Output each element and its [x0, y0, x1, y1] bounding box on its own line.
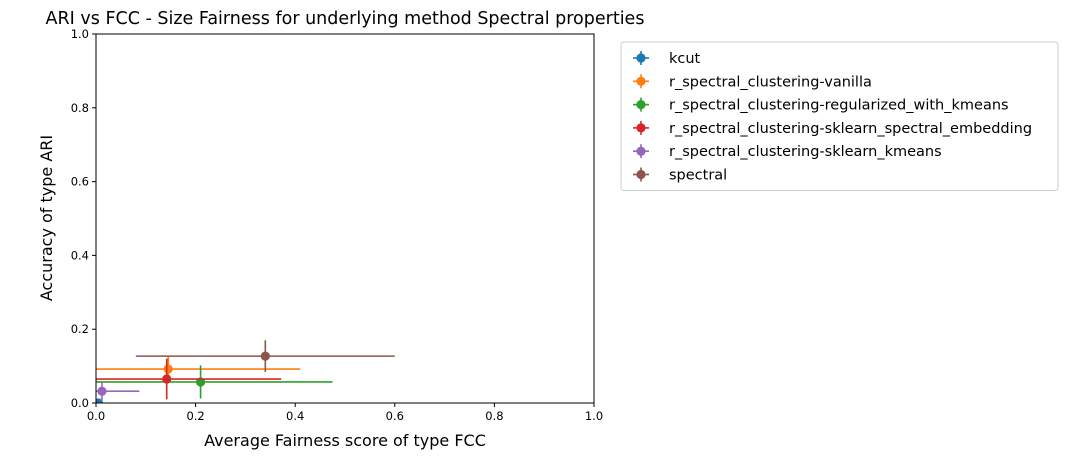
chart-title: ARI vs FCC - Size Fairness for underlyin… [46, 9, 645, 29]
x-tick-label: 0.8 [485, 409, 503, 423]
x-tick-label: 0.6 [386, 409, 404, 423]
y-axis-label: Accuracy of type ARI [37, 135, 56, 301]
legend-marker [636, 100, 646, 110]
series-layer [96, 340, 395, 403]
x-tick-label: 0.0 [87, 409, 105, 423]
data-point [260, 351, 270, 361]
y-tick-label: 0.6 [71, 175, 89, 189]
series-5 [135, 340, 395, 373]
legend-marker [636, 146, 646, 156]
legend-label: spectral [669, 168, 727, 184]
x-tick-label: 0.2 [186, 409, 204, 423]
legend-item: r_spectral_clustering-regularized_with_k… [633, 97, 1009, 114]
plot-frame [95, 33, 595, 404]
data-point [163, 364, 173, 374]
axes-layer: 0.0 0.2 0.4 0.6 0.8 1.0 0.0 0.2 0.4 0.6 0.8 1.0 [71, 27, 603, 423]
x-axis-label: Average Fairness score of type FCC [204, 431, 486, 450]
legend: kcut r_spectral_clustering-vanilla r_spect… [620, 41, 1059, 191]
legend-frame [620, 41, 1059, 191]
legend-marker [636, 169, 646, 180]
x-tick-label: 1.0 [585, 409, 603, 423]
legend-marker [636, 53, 646, 63]
series-3 [96, 358, 282, 400]
series-4 [96, 381, 140, 401]
legend-label: r_spectral_clustering-sklearn_spectral_e… [669, 121, 1032, 137]
data-point [97, 386, 107, 396]
y-tick-label: 0.2 [71, 322, 89, 336]
y-tick-label: 0.0 [71, 396, 89, 410]
legend-item: r_spectral_clustering-sklearn_spectral_e… [633, 121, 1032, 137]
series-2 [96, 365, 333, 399]
plot-area [96, 340, 395, 403]
legend-marker [636, 76, 646, 86]
legend-label: r_spectral_clustering-sklearn_kmeans [669, 144, 942, 160]
y-tick-label: 1.0 [71, 27, 89, 41]
legend-label: kcut [669, 51, 701, 67]
data-point [162, 374, 172, 384]
legend-label: r_spectral_clustering-vanilla [669, 74, 872, 90]
y-tick-label: 0.8 [71, 101, 89, 115]
legend-item: r_spectral_clustering-sklearn_kmeans [633, 144, 942, 160]
legend-marker [636, 123, 646, 133]
legend-item: r_spectral_clustering-vanilla [633, 74, 872, 90]
legend-label: r_spectral_clustering-regularized_with_k… [669, 98, 1009, 114]
y-tick-label: 0.4 [71, 248, 89, 262]
x-tick-label: 0.4 [286, 409, 304, 423]
legend-item: kcut [633, 51, 701, 67]
legend-item: spectral [633, 167, 727, 184]
